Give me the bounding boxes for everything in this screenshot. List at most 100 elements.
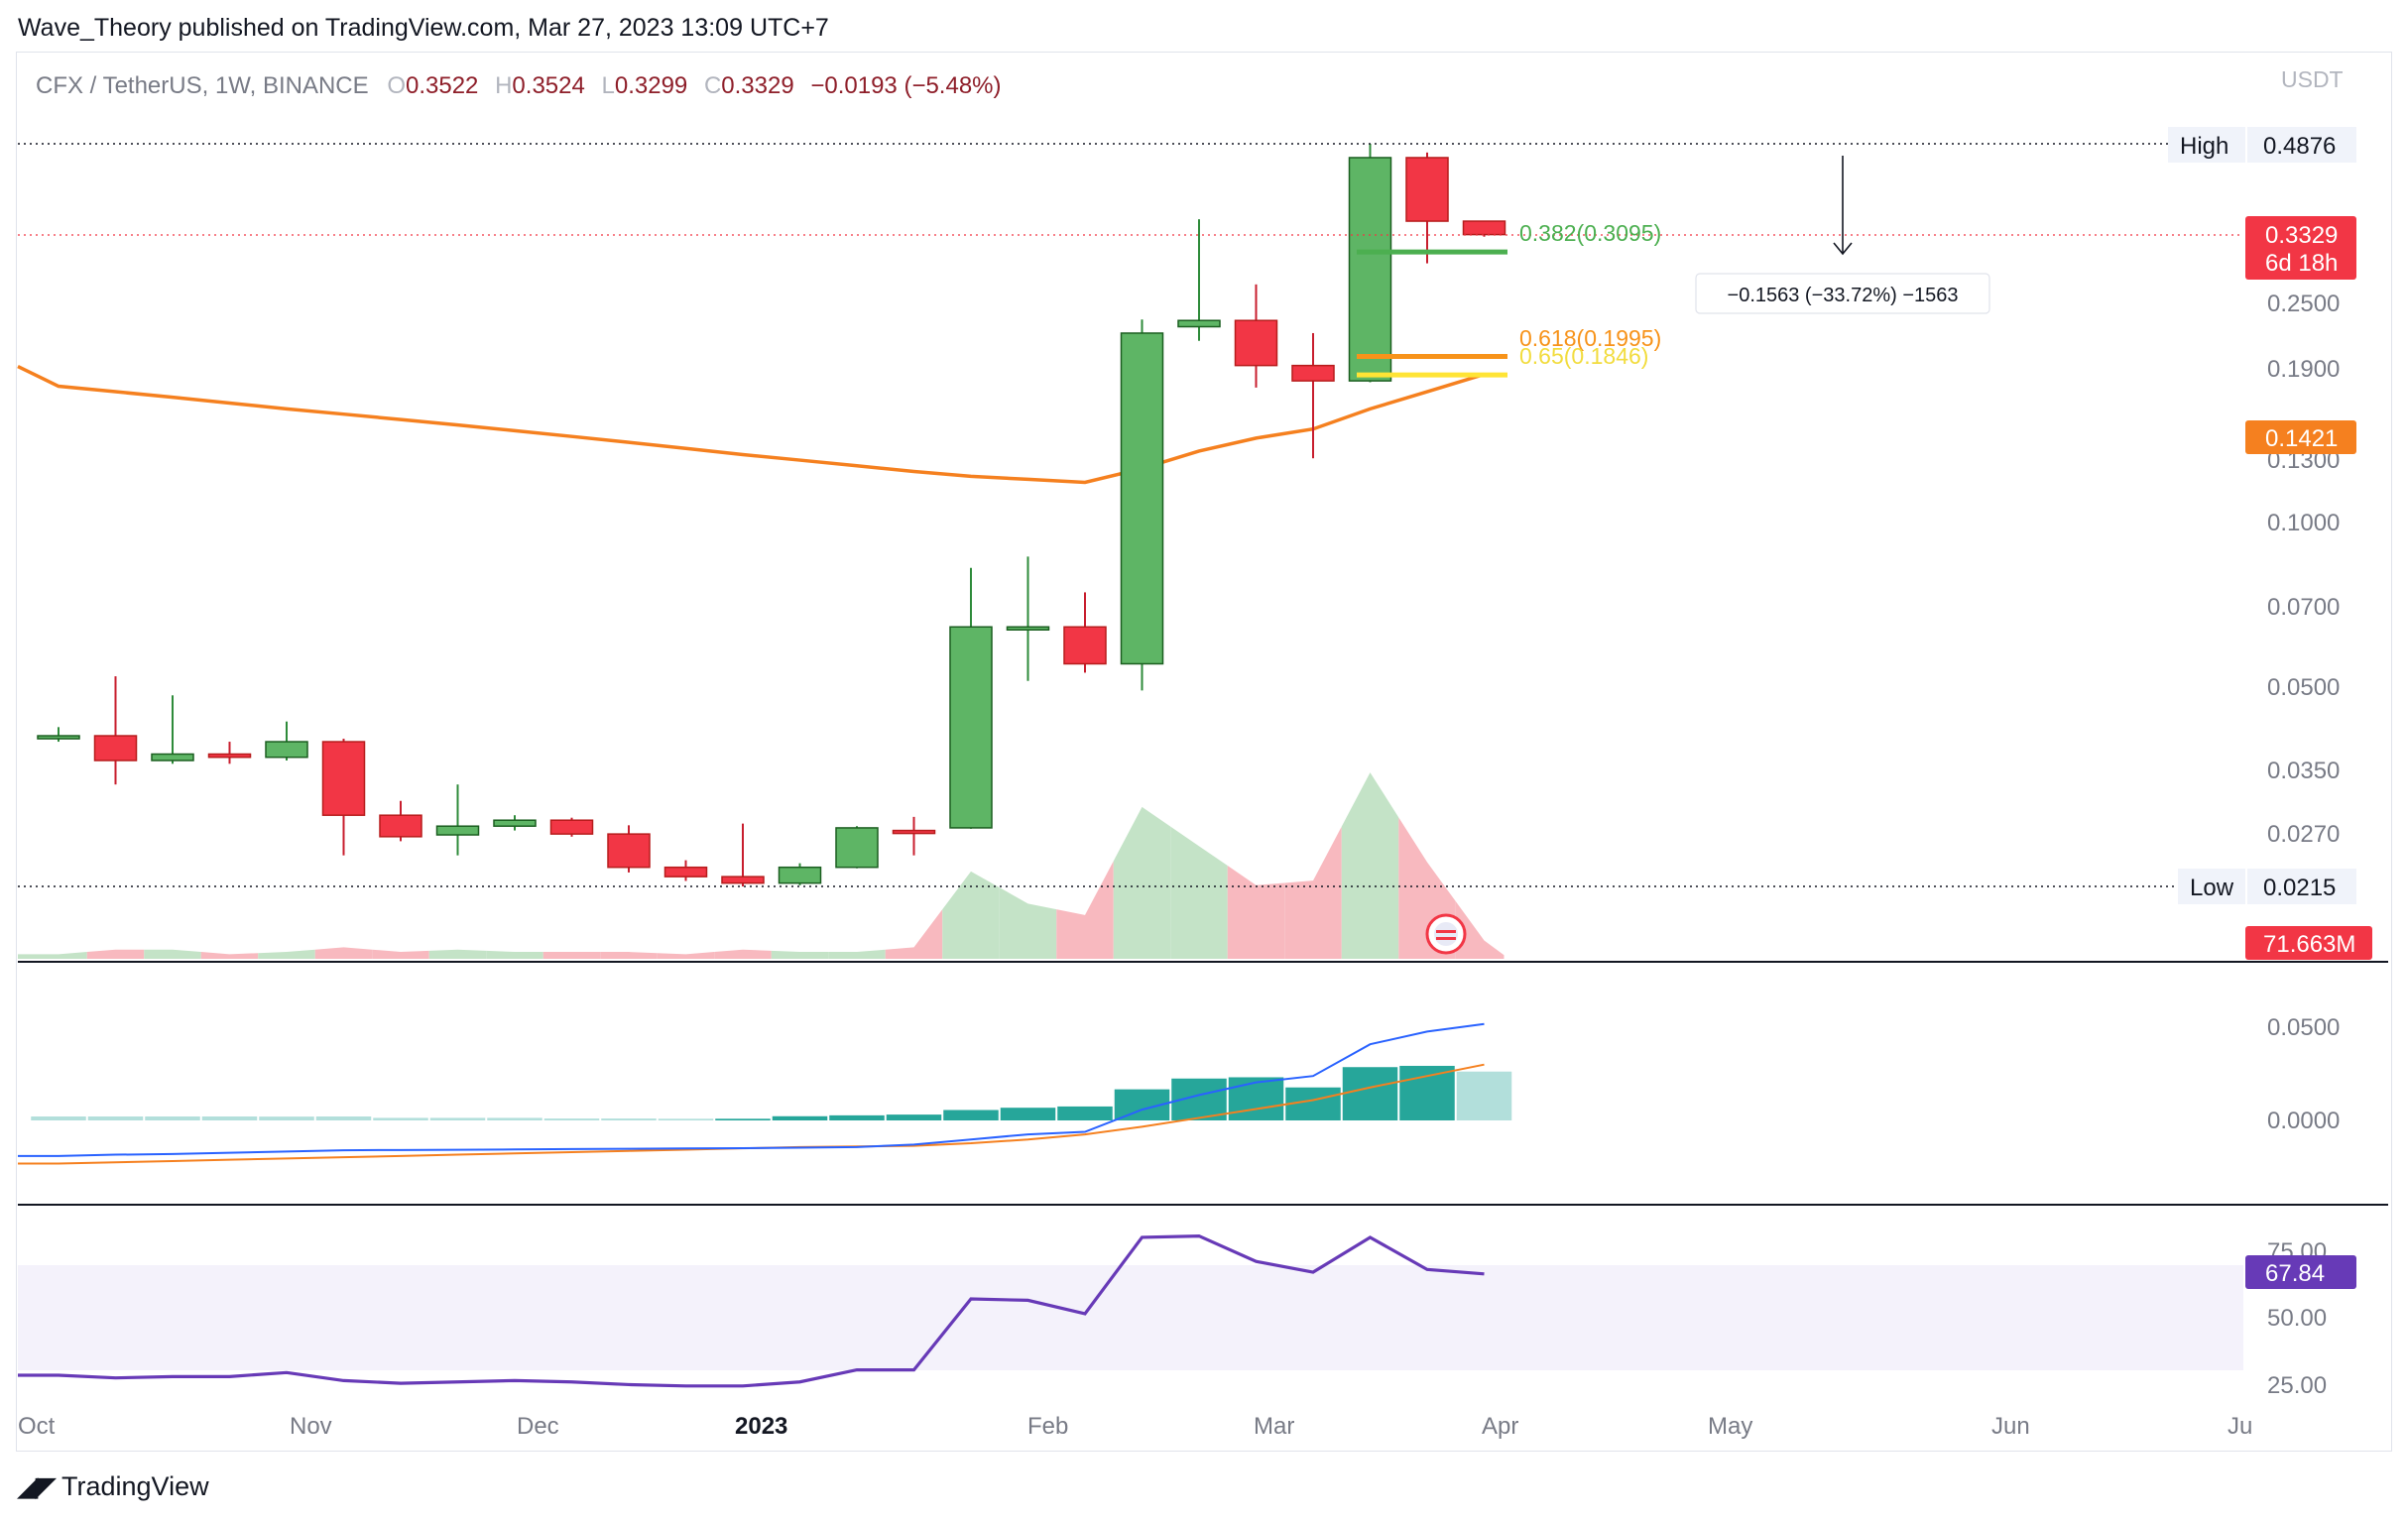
volume-segment (258, 949, 315, 959)
macd-histogram-bar (1000, 1108, 1056, 1120)
candle-body (607, 833, 651, 869)
macd-histogram-bar (715, 1118, 771, 1120)
volume-segment (885, 909, 943, 959)
volume-segment (657, 952, 715, 959)
candle-body (435, 825, 480, 836)
volume-value: 71.663M (2263, 931, 2355, 958)
macd-histogram-bar (259, 1116, 314, 1120)
macd-histogram-bar (87, 1116, 144, 1120)
open-label: O (387, 72, 406, 99)
measure-arrowhead (1833, 242, 1853, 256)
volume-segment (314, 947, 373, 959)
time-label: 2023 (735, 1413, 787, 1440)
candle-body (663, 866, 708, 878)
time-label: Dec (517, 1413, 559, 1440)
volume-area (18, 772, 1505, 959)
low-value: 0.3299 (615, 72, 687, 99)
bar-countdown: 6d 18h (2265, 250, 2338, 277)
rsi-tick: 25.00 (2267, 1372, 2327, 1399)
macd-histogram-bar (487, 1117, 542, 1120)
price-tick: 0.1900 (2267, 356, 2340, 383)
candle-body (949, 626, 993, 829)
price-tick: 0.0700 (2267, 594, 2340, 621)
currency-label: USDT (2281, 66, 2344, 92)
macd-histogram-bar (543, 1118, 600, 1120)
time-label: Apr (1482, 1413, 1518, 1440)
volume-segment (942, 871, 1000, 959)
chart-frame (16, 52, 2392, 1452)
candle-body (1405, 157, 1449, 222)
candle-body (207, 753, 252, 759)
price-tick: 0.0350 (2267, 758, 2340, 784)
last-price-value: 0.3329 (2265, 222, 2338, 249)
candle-body (321, 741, 366, 816)
high-value-bg (2247, 127, 2356, 163)
price-axis[interactable]: 0.2500 0.1900 0.1300 0.1000 0.0700 0.050… (2267, 291, 2340, 848)
volume-segment (428, 949, 487, 959)
ohlc-legend: CFX / TetherUS, 1W, BINANCE O0.3522 H0.3… (36, 72, 1002, 99)
publisher-line: Wave_Theory published on TradingView.com… (18, 14, 829, 42)
volume-segment (486, 950, 543, 959)
ma-line (17, 364, 1486, 485)
candles (37, 144, 1506, 886)
time-axis[interactable]: Oct Nov Dec 2023 Feb Mar Apr May Jun Ju (18, 1413, 2252, 1440)
time-label: Mar (1254, 1413, 1294, 1440)
volume-segment (1113, 806, 1171, 959)
tradingview-logo-icon: ◢◤ (18, 1471, 56, 1501)
ma-badge (2245, 420, 2356, 454)
low-label: Low (2190, 875, 2234, 901)
volume-segment (1170, 826, 1228, 959)
macd-histogram-bar (1228, 1077, 1284, 1120)
candle-body (379, 814, 422, 838)
tradingview-logo: ◢◤ TradingView (18, 1471, 209, 1502)
flag-stripe (1436, 937, 1456, 940)
macd-histogram-bar (373, 1117, 428, 1120)
ma-value: 0.1421 (2265, 425, 2338, 452)
macd-histogram-bar (31, 1116, 86, 1120)
candle-body (835, 827, 879, 869)
candle-body (493, 819, 537, 827)
time-label: May (1708, 1413, 1752, 1440)
price-tick: 0.2500 (2267, 291, 2340, 317)
volume-segment (600, 952, 658, 959)
rsi-tick: 50.00 (2267, 1305, 2327, 1332)
time-label: Jun (1991, 1413, 2030, 1440)
fib-levels (1357, 249, 1507, 378)
macd-pane (18, 1022, 1512, 1165)
last-price-badge (2245, 216, 2356, 280)
volume-segment (144, 949, 201, 959)
flag-globe-icon (1434, 922, 1458, 946)
macd-histogram-bar (1057, 1106, 1113, 1120)
candle-body (1234, 319, 1278, 367)
time-label: Feb (1027, 1413, 1068, 1440)
measure-box (1695, 273, 1990, 314)
macd-line (18, 1022, 1485, 1157)
rsi-badge (2245, 1255, 2356, 1289)
macd-histogram-bar (829, 1114, 885, 1120)
volume-segment (999, 887, 1057, 959)
macd-histogram-bar (1342, 1067, 1398, 1120)
macd-tick: 0.0500 (2267, 1014, 2340, 1041)
macd-histogram-bar (772, 1115, 828, 1120)
price-tick: 0.0500 (2267, 674, 2340, 701)
candle-body (1177, 319, 1221, 328)
close-value: 0.3329 (721, 72, 793, 99)
candle-body (1063, 626, 1107, 665)
tradingview-wordmark: TradingView (61, 1471, 209, 1501)
low-value-bg (2247, 869, 2356, 904)
volume-segment (1341, 772, 1399, 959)
measure-label: −0.1563 (−33.72%) −1563 (1728, 285, 1959, 306)
candle-body (265, 741, 308, 759)
candle-body (549, 819, 594, 835)
high-label-bg (2168, 127, 2245, 163)
time-label: Oct (18, 1413, 56, 1440)
macd-histogram-bar (201, 1116, 258, 1120)
high-value: 0.3524 (512, 72, 584, 99)
time-label: Ju (2227, 1413, 2252, 1440)
volume-segment (828, 949, 886, 959)
macd-histogram-bar (315, 1116, 372, 1120)
fib-65-label: 0.65(0.1846) (1519, 343, 1648, 369)
high-value: 0.4876 (2263, 133, 2336, 160)
change-value: −0.0193 (−5.48%) (810, 72, 1001, 99)
